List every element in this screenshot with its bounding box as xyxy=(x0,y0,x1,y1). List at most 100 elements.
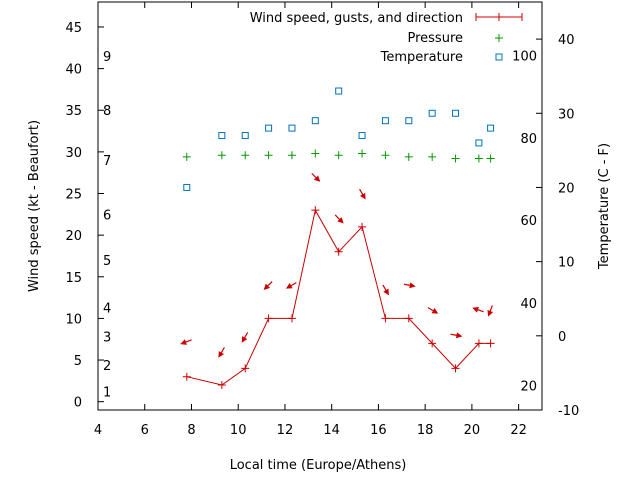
temperature-point xyxy=(381,117,389,125)
wind-speed-point xyxy=(311,206,320,215)
pressure-point xyxy=(182,152,191,161)
pressure-point xyxy=(428,152,437,161)
y-left-tick-label: 25 xyxy=(65,188,82,203)
temperature-point xyxy=(311,117,319,125)
y-right-tick-label: 20 xyxy=(558,181,575,196)
beaufort-label: 5 xyxy=(103,254,111,269)
beaufort-label: 3 xyxy=(103,331,111,346)
wind-direction-arrow xyxy=(241,332,249,343)
beaufort-label: 6 xyxy=(103,208,111,223)
beaufort-label: 8 xyxy=(103,104,111,119)
plot-frame xyxy=(97,1,543,411)
wind-direction-arrow xyxy=(311,172,321,182)
wind-direction-arrow xyxy=(334,214,344,224)
temperature-point xyxy=(335,87,343,95)
beaufort-label: 9 xyxy=(103,50,111,65)
x-tick-label: 16 xyxy=(370,423,387,438)
legend-temperature-label: Temperature xyxy=(380,50,463,65)
wind-speed-point xyxy=(486,339,495,348)
y-axis-left-label: Wind speed (kt - Beaufort) xyxy=(27,120,42,292)
temperature-point xyxy=(358,132,366,140)
wind-direction-arrow xyxy=(472,306,484,313)
x-tick-label: 20 xyxy=(464,423,481,438)
legend-wind-label: Wind speed, gusts, and direction xyxy=(250,11,463,26)
x-tick-label: 10 xyxy=(230,423,247,438)
wind-speed-point xyxy=(381,314,390,323)
temperature-point xyxy=(475,139,483,147)
y-left-tick-label: 15 xyxy=(65,271,82,286)
temperature-point xyxy=(265,124,273,132)
pressure-point xyxy=(287,151,296,160)
temperature-point xyxy=(241,132,249,140)
wind-speed-point xyxy=(264,314,273,323)
beaufort-label: 4 xyxy=(103,302,111,317)
legend: Wind speed, gusts, and direction Pressur… xyxy=(250,11,523,65)
temperature-point xyxy=(405,117,413,125)
fahrenheit-label: 40 xyxy=(520,297,537,312)
x-tick-label: 8 xyxy=(187,423,195,438)
wind-speed-point xyxy=(358,222,367,231)
x-tick-label: 22 xyxy=(510,423,527,438)
beaufort-label: 1 xyxy=(103,386,111,401)
y-right-tick-label: -10 xyxy=(558,404,579,419)
y-right-tick-label: 30 xyxy=(558,107,575,122)
axis-ticks xyxy=(97,2,542,411)
x-axis-label: Local time (Europe/Athens) xyxy=(230,458,407,473)
pressure-point xyxy=(311,149,320,158)
x-tick-label: 12 xyxy=(277,423,294,438)
y-right-tick-label: 0 xyxy=(558,330,566,345)
temperature-point xyxy=(288,124,296,132)
y-left-tick-label: 10 xyxy=(65,312,82,327)
wind-direction-arrow xyxy=(450,332,463,339)
wind-speed-line xyxy=(186,208,491,386)
wind-direction-arrow xyxy=(285,282,297,289)
y-left-tick-label: 0 xyxy=(74,396,82,411)
wind-speed-point xyxy=(451,364,460,373)
temperature-point xyxy=(428,109,436,117)
pressure-point xyxy=(486,154,495,163)
data-marks xyxy=(180,87,495,390)
beaufort-label: 2 xyxy=(103,359,111,374)
y-right-tick-label: 10 xyxy=(558,256,575,271)
y-left-tick-label: 45 xyxy=(65,21,82,36)
y-left-tick-label: 5 xyxy=(74,354,82,369)
fahrenheit-label: 80 xyxy=(520,132,537,147)
x-tick-label: 6 xyxy=(141,423,149,438)
wind-direction-arrow xyxy=(382,284,389,296)
x-tick-label: 18 xyxy=(417,423,434,438)
wind-speed-point xyxy=(287,314,296,323)
wind-speed-point xyxy=(334,247,343,256)
fahrenheit-label: 100 xyxy=(512,49,537,64)
x-tick-label: 14 xyxy=(323,423,340,438)
wind-direction-arrow xyxy=(263,281,273,291)
pressure-point xyxy=(451,154,460,163)
y-left-tick-label: 35 xyxy=(65,104,82,119)
wind-speed-point xyxy=(241,364,250,373)
pressure-point xyxy=(474,154,483,163)
wind-speed-point xyxy=(217,381,226,390)
pressure-point xyxy=(381,151,390,160)
pressure-point xyxy=(334,151,343,160)
y-left-tick-label: 40 xyxy=(65,63,82,78)
legend-pressure-label: Pressure xyxy=(407,31,463,46)
temperature-point xyxy=(218,132,226,140)
wind-speed-point xyxy=(404,314,413,323)
beaufort-label: 7 xyxy=(103,154,111,169)
fahrenheit-label: 20 xyxy=(520,380,537,395)
temperature-point xyxy=(487,124,495,132)
legend-temperature-marker xyxy=(495,53,503,61)
wind-speed-point xyxy=(474,339,483,348)
temperature-point xyxy=(452,109,460,117)
y-right-tick-label: 40 xyxy=(558,33,575,48)
pressure-point xyxy=(404,152,413,161)
fahrenheit-label: 60 xyxy=(520,214,537,229)
pressure-point xyxy=(241,151,250,160)
wind-direction-arrow xyxy=(403,282,416,289)
wind-direction-arrow xyxy=(180,339,192,345)
tick-labels: 4 6 8 10 12 14 16 18 20 22051015202530354045-1001… xyxy=(65,21,579,438)
wind-direction-arrow xyxy=(427,307,439,314)
y-left-tick-label: 20 xyxy=(65,229,82,244)
legend-pressure-marker xyxy=(495,34,503,42)
wind-speed-point xyxy=(182,372,191,381)
